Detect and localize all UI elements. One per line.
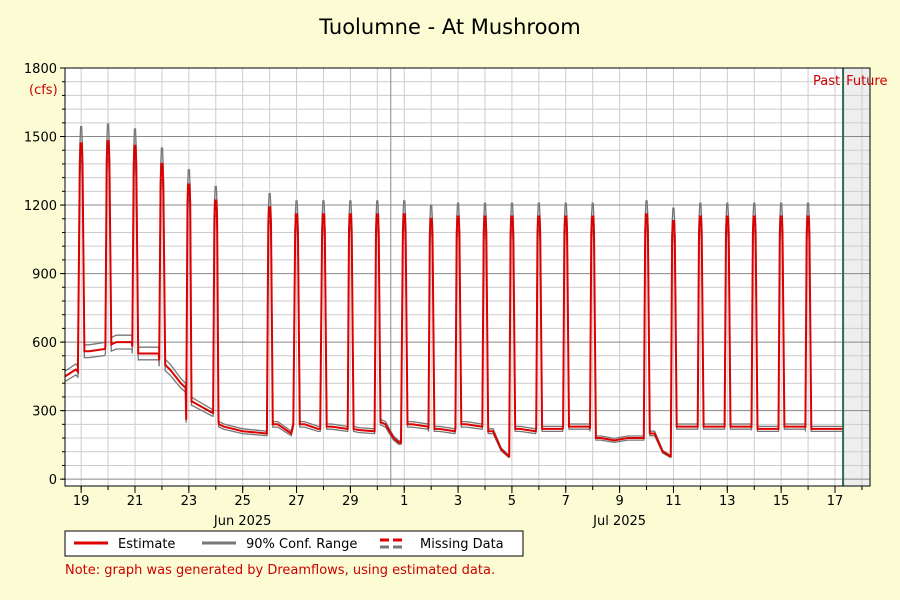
y-tick-label: 300 [32,405,57,420]
x-tick-label: 29 [342,494,359,509]
x-tick-label: 1 [400,494,408,509]
past-label: Past [813,74,840,89]
month-label: Jul 2025 [592,514,646,529]
legend-estimate-label: Estimate [118,537,175,552]
y-tick-label: 900 [32,268,57,283]
plot-border [64,67,871,487]
x-tick-label: 21 [127,494,144,509]
estimate-line [64,140,844,458]
legend-missing-label: Missing Data [420,537,504,552]
x-tick-label: 27 [288,494,305,509]
y-tick-label: 1800 [24,62,57,77]
footnote: Note: graph was generated by Dreamflows,… [65,563,495,578]
legend-conf-range-label: 90% Conf. Range [246,537,357,552]
y-tick-label: 1200 [24,199,57,214]
legend-box [64,530,524,557]
y-tick-label: 600 [32,336,57,351]
legend: Estimate 90% Conf. Range Missing Data [64,530,524,557]
future-region [843,68,870,486]
x-tick-label: 23 [181,494,198,509]
x-tick-label: 25 [234,494,251,509]
x-tick-label: 11 [665,494,682,509]
y-tick-label: 0 [49,473,57,488]
x-tick-label: 17 [827,494,844,509]
future-label: Future [846,74,887,89]
x-tick-label: 19 [73,494,90,509]
y-axis: 0 300 600 900 1200 1500 1800 [24,62,65,488]
plot-area [65,68,870,486]
x-tick-label: 5 [508,494,516,509]
x-tick-label: 9 [615,494,623,509]
chart-title: Tuolumne - At Mushroom [318,15,580,39]
x-tick-label: 13 [719,494,736,509]
y-tick-label: 1500 [24,131,57,146]
x-tick-label: 3 [454,494,462,509]
series-layer [64,123,844,459]
x-tick-label: 15 [773,494,790,509]
month-label: Jun 2025 [213,514,272,529]
y-axis-unit: (cfs) [29,83,58,98]
x-tick-label: 7 [562,494,570,509]
